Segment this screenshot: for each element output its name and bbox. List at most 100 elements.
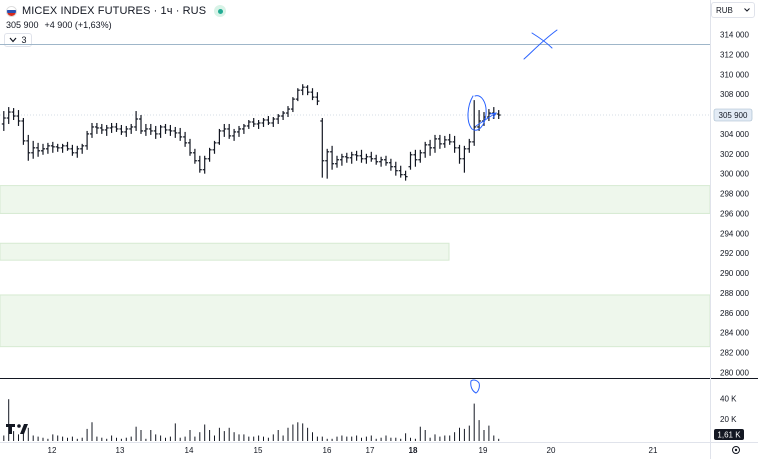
drawing-annotations[interactable] (467, 29, 558, 394)
settings-icon[interactable] (732, 446, 740, 454)
price-bar (496, 110, 501, 119)
price-bar (300, 84, 305, 96)
price-bar (178, 127, 183, 141)
price-bar (305, 85, 310, 96)
price-change: +4 900 (+1,63%) (44, 20, 112, 30)
arrow-drawing[interactable] (475, 112, 497, 127)
support-zone-3[interactable] (0, 294, 711, 348)
last-price: 305 900 (6, 20, 39, 30)
russia-flag-icon (6, 5, 17, 17)
price-bar (45, 142, 50, 154)
price-bar (339, 153, 344, 166)
time-tick-label: 19 (479, 446, 488, 455)
circle-drawing[interactable] (467, 95, 487, 131)
price-bar (85, 130, 90, 150)
price-bar (261, 118, 266, 127)
volume-axis[interactable]: 40 K 20 K (720, 395, 737, 425)
price-bar (158, 124, 163, 138)
price-bar (94, 122, 99, 134)
price-bar (188, 138, 192, 156)
price-bar (393, 161, 398, 176)
market-status-icon[interactable] (214, 5, 227, 17)
price-bar (183, 131, 188, 147)
price-tick-label: 304 000 (720, 130, 749, 139)
indicators-toggle-button[interactable]: 3 (4, 33, 32, 47)
price-bar (335, 155, 339, 168)
price-bar (65, 141, 70, 151)
price-bar (202, 155, 207, 174)
x-mark-drawing[interactable] (523, 29, 558, 60)
price-bar (75, 145, 80, 158)
price-bar (212, 140, 217, 154)
price-tick-label: 314 000 (720, 31, 749, 40)
currency-select[interactable]: RUB (711, 2, 755, 18)
price-bars (1, 84, 501, 181)
price-bar (104, 124, 109, 136)
price-bar (163, 123, 168, 134)
price-tick-label: 290 000 (720, 269, 749, 278)
price-tick-label: 286 000 (720, 309, 749, 318)
volume-label-20k: 20 K (720, 415, 737, 424)
price-bar (129, 123, 134, 134)
price-bar (428, 139, 433, 156)
price-bar (222, 123, 227, 137)
volume-label-40k: 40 K (720, 395, 737, 404)
price-bar (41, 143, 45, 155)
price-bar (119, 124, 124, 135)
price-tick-label: 308 000 (720, 90, 749, 99)
price-bar (124, 125, 129, 137)
price-bar (207, 147, 212, 162)
price-bar (442, 135, 447, 148)
chart-header: MICEX INDEX FUTURES · 1ч · RUS 305 900 +4… (0, 0, 710, 50)
chevron-down-icon (744, 8, 750, 12)
price-tick-label: 298 000 (720, 190, 749, 199)
price-bar (70, 144, 75, 156)
indicator-count: 3 (21, 35, 27, 45)
price-bar (413, 149, 418, 167)
support-zone-1[interactable] (0, 185, 711, 214)
price-bar (433, 134, 437, 153)
price-bar (398, 165, 403, 178)
price-bar (369, 151, 374, 162)
price-bar (11, 108, 16, 120)
price-bar (349, 151, 354, 164)
price-bar (173, 126, 178, 138)
symbol-title[interactable]: MICEX INDEX FUTURES · 1ч · RUS (22, 5, 207, 17)
price-bar (467, 138, 472, 153)
price-bar (486, 109, 491, 121)
price-bar (256, 119, 261, 129)
price-tick-label: 302 000 (720, 150, 749, 159)
price-bar (6, 107, 11, 124)
price-bar (477, 110, 482, 131)
current-volume-label: 1,61 K (717, 431, 741, 440)
current-price-badge (713, 108, 753, 122)
price-bar (192, 148, 197, 164)
price-bar (60, 143, 65, 153)
price-bar (99, 123, 104, 134)
price-bar (31, 140, 36, 159)
support-zone-2[interactable] (0, 242, 450, 261)
price-bar (148, 123, 153, 135)
price-bar (295, 88, 300, 102)
price-bar (418, 149, 423, 163)
price-bar (374, 154, 379, 165)
price-bar (344, 152, 349, 163)
time-axis[interactable]: 12 13 14 15 16 17 18 19 20 21 (48, 446, 658, 455)
time-tick-label: 15 (254, 446, 263, 455)
price-bar (1, 111, 6, 131)
price-bar (80, 143, 85, 154)
price-bar (16, 110, 21, 126)
price-bar (315, 92, 320, 106)
price-bar (109, 122, 114, 133)
volume-circle-drawing[interactable] (470, 379, 480, 394)
price-bar (143, 123, 148, 136)
price-bar (237, 125, 241, 137)
price-bar (55, 143, 60, 152)
price-bar (114, 122, 119, 132)
price-bar (266, 116, 271, 125)
price-bar (134, 111, 139, 131)
price-tick-label: 282 000 (720, 349, 749, 358)
symbol-title-row[interactable]: MICEX INDEX FUTURES · 1ч · RUS (6, 5, 227, 17)
